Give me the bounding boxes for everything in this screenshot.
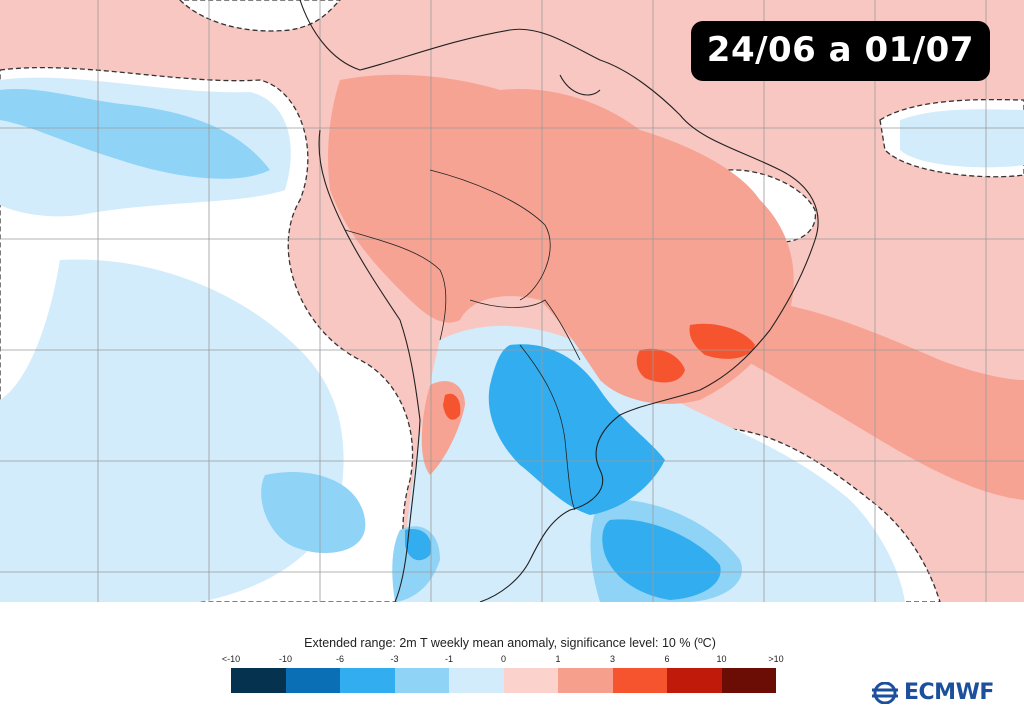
- legend-swatch: [721, 668, 776, 693]
- legend-tick: 0: [500, 654, 507, 664]
- legend-tick: >10: [768, 654, 784, 664]
- legend-tick: 10: [716, 654, 727, 664]
- legend-tick: -10: [278, 654, 293, 664]
- legend-swatch: [394, 668, 449, 693]
- legend-swatch: [612, 668, 667, 693]
- legend-tick: <-10: [221, 654, 241, 664]
- logo-text: ECMWF: [904, 680, 994, 705]
- legend-tick: -1: [444, 654, 454, 664]
- legend-swatch: [449, 668, 504, 693]
- anomaly-map: 24/06 a 01/07: [0, 0, 1024, 602]
- color-scale-bar: [231, 668, 776, 693]
- legend-ticks: <-10 -10 -6 -3 -1 0 1 3 6 10 >10: [222, 654, 784, 666]
- legend-panel: Extended range: 2m T weekly mean anomaly…: [0, 602, 1024, 720]
- coastlines: [299, 0, 819, 602]
- ecmwf-logo-icon: [872, 681, 898, 704]
- legend-swatch: [231, 668, 286, 693]
- legend-tick: 1: [555, 654, 561, 664]
- legend-tick: 6: [664, 654, 670, 664]
- legend-tick: -3: [390, 654, 399, 664]
- legend-swatch: [503, 668, 558, 693]
- graticule: [0, 0, 1024, 602]
- strong-blue-zones: [405, 344, 721, 600]
- ecmwf-logo: ECMWF: [869, 680, 994, 705]
- legend-title: Extended range: 2m T weekly mean anomaly…: [304, 636, 716, 650]
- map-canvas: [0, 0, 1024, 602]
- legend-tick: 3: [609, 654, 616, 664]
- legend-swatch: [340, 668, 395, 693]
- legend-tick: -6: [335, 654, 345, 664]
- legend-swatch: [558, 668, 613, 693]
- legend-swatch: [285, 668, 340, 693]
- legend-swatch: [667, 668, 722, 693]
- date-range-badge: 24/06 a 01/07: [690, 21, 990, 81]
